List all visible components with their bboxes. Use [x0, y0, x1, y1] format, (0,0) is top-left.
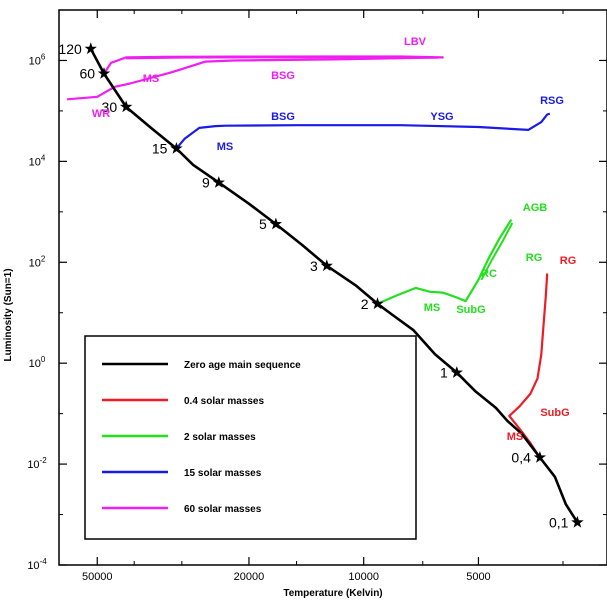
y-tick-label: 10-4 [27, 557, 47, 572]
series-line-0-4-solar-masses [508, 273, 549, 459]
star-marker [450, 366, 463, 378]
mass-label: 0,1 [549, 514, 569, 530]
plot-frame [58, 9, 607, 566]
star-marker [119, 100, 133, 113]
legend-entry: 0.4 solar masses [184, 396, 264, 407]
phase-label: MS [217, 141, 234, 153]
star-marker [269, 217, 282, 230]
series-line-60-solar-masses [67, 55, 444, 101]
phase-label: MS [143, 73, 160, 85]
legend-entry: 2 solar masses [184, 432, 256, 443]
star-marker [533, 451, 547, 463]
series-line-15-solar-masses [175, 112, 551, 150]
star-marker [97, 67, 111, 79]
x-tick-label: 10000 [348, 571, 379, 583]
legend-box [84, 335, 417, 540]
phase-label: RG [560, 255, 577, 267]
mass-label: 0,4 [511, 450, 531, 466]
mass-label: 60 [79, 66, 95, 82]
star-marker [212, 176, 225, 188]
mass-label: 5 [259, 216, 267, 232]
y-tick-label: 100 [29, 355, 46, 370]
star-marker [371, 297, 384, 310]
x-axis-label: Temperature (Kelvin) [283, 588, 382, 599]
mass-label: 30 [102, 99, 118, 115]
x-tick-label: 20000 [234, 571, 265, 583]
phase-label: SubG [456, 304, 485, 316]
legend-entry: 15 solar masses [184, 468, 262, 479]
series-line-2-solar-masses-strand [480, 222, 514, 281]
phase-label: SubG [540, 407, 569, 419]
phase-label: RG [526, 252, 543, 264]
series-line-60-solar-masses-strand [126, 56, 438, 60]
phase-label: YSG [430, 111, 453, 123]
mass-label: 1 [440, 365, 448, 381]
mass-label: 15 [152, 140, 168, 156]
star-marker [84, 42, 97, 55]
star-marker [320, 259, 333, 272]
mass-label: 120 [58, 41, 82, 57]
y-tick-label: 104 [29, 153, 46, 168]
phase-label: WR [92, 108, 110, 120]
phase-label: BSG [271, 70, 295, 82]
legend-entry: Zero age main sequence [184, 360, 301, 371]
phase-label: RC [481, 268, 497, 280]
phase-label: BSG [271, 111, 295, 123]
y-tick-label: 106 [29, 52, 46, 67]
y-axis-label: Luminosity (Sun=1) [3, 268, 14, 361]
mass-label: 2 [361, 296, 369, 312]
legend-entry: 60 solar masses [184, 504, 262, 515]
y-tick-label: 10-2 [27, 456, 47, 471]
star-marker [170, 142, 183, 154]
star-marker [571, 515, 584, 528]
x-tick-label: 5000 [466, 571, 490, 583]
mass-label: 3 [310, 258, 318, 274]
phase-label: RSG [540, 95, 564, 107]
mass-label: 9 [202, 175, 210, 191]
phase-label: LBV [404, 36, 427, 48]
phase-label: MS [424, 302, 441, 314]
series-line-2-solar-masses [377, 219, 513, 305]
phase-label: AGB [523, 202, 548, 214]
y-tick-label: 102 [29, 254, 46, 269]
x-tick-label: 50000 [82, 571, 113, 583]
phase-label: MS [507, 431, 524, 443]
